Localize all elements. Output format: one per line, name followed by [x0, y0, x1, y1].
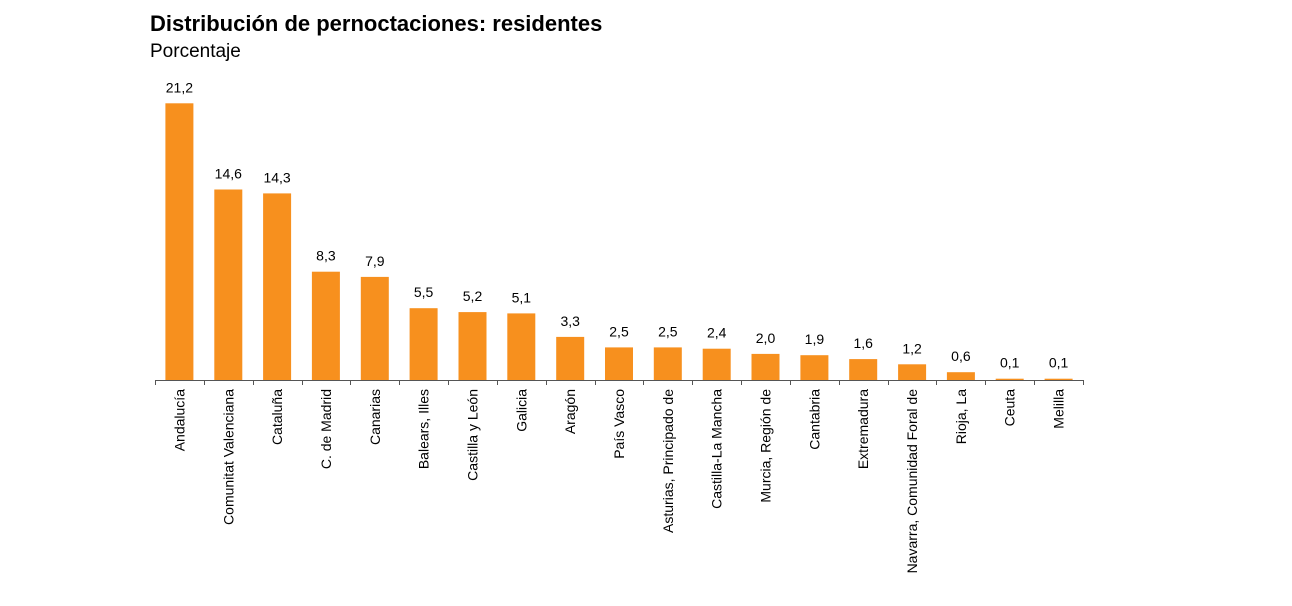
category-label: Ceuta [1002, 389, 1018, 427]
bar [849, 359, 878, 380]
category-label: Aragón [562, 389, 578, 434]
bar [311, 271, 340, 380]
bar [751, 353, 780, 380]
bar [507, 313, 536, 380]
category-label: Castilla y León [465, 389, 481, 481]
data-label: 2,5 [658, 323, 678, 339]
data-label: 21,2 [166, 79, 193, 95]
category-label: Murcia, Región de [758, 389, 774, 503]
category-label: País Vasco [611, 389, 627, 459]
bar [263, 193, 292, 380]
bar [702, 348, 731, 380]
category-label: Asturias, Principado de [660, 389, 676, 533]
bar [214, 189, 243, 380]
category-label: Cataluña [269, 389, 285, 445]
data-label: 0,1 [1049, 355, 1069, 371]
data-label: 14,3 [263, 169, 290, 185]
bar [360, 276, 389, 380]
category-label: Extremadura [855, 389, 871, 469]
category-label: Balears, Illes [416, 389, 432, 469]
bar [898, 364, 927, 380]
data-label: 3,3 [560, 313, 580, 329]
category-label: Galicia [513, 389, 529, 432]
bar [946, 372, 975, 380]
data-label: 8,3 [316, 248, 336, 264]
category-label: Melilla [1051, 389, 1067, 429]
category-label: Cantabria [806, 389, 822, 450]
data-label: 2,5 [609, 323, 629, 339]
category-label: Rioja, La [953, 389, 969, 444]
bar [165, 103, 194, 381]
category-label: Andalucía [171, 389, 187, 451]
bar [458, 312, 487, 380]
data-label: 5,1 [512, 289, 532, 305]
data-label: 1,9 [805, 331, 825, 347]
data-label: 2,4 [707, 325, 727, 341]
data-label: 0,6 [951, 348, 971, 364]
bar [605, 347, 633, 380]
bar [653, 347, 682, 380]
data-label: 5,2 [463, 288, 483, 304]
category-label: Comunitat Valenciana [220, 389, 236, 525]
chart-title: Distribución de pernoctaciones: resident… [150, 11, 603, 36]
data-label: 5,5 [414, 284, 434, 300]
data-label: 1,2 [902, 340, 922, 356]
data-label: 0,1 [1000, 355, 1020, 371]
category-label: Canarias [367, 389, 383, 445]
bar [995, 378, 1024, 380]
data-label: 7,9 [365, 253, 385, 269]
data-label: 1,6 [853, 335, 873, 351]
category-label: C. de Madrid [318, 389, 334, 469]
data-label: 2,0 [756, 330, 776, 346]
category-label: Navarra, Comunidad Foral de [904, 389, 920, 574]
data-label: 14,6 [215, 166, 242, 182]
bar [1044, 378, 1073, 380]
category-label: Castilla-La Mancha [709, 389, 725, 509]
bar [556, 336, 585, 380]
bar [800, 355, 829, 380]
bar [409, 308, 438, 380]
chart-subtitle: Porcentaje [150, 41, 241, 62]
